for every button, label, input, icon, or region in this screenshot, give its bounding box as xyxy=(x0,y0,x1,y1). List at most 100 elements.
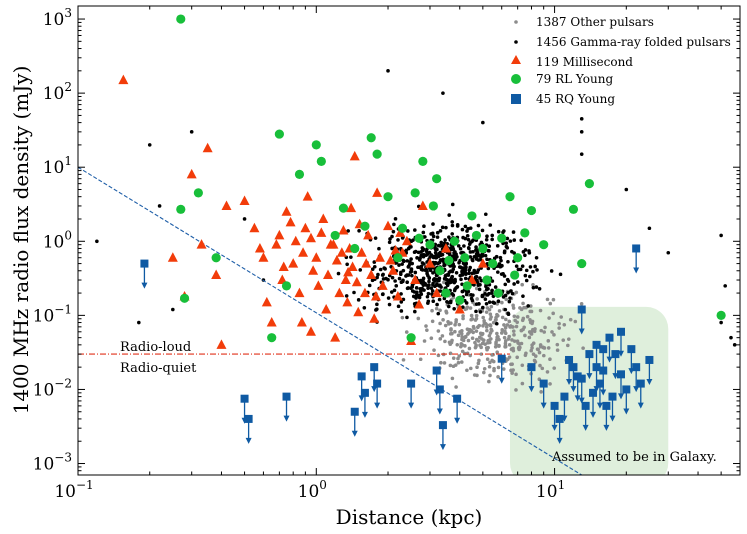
millisecond-pulsar-point xyxy=(290,235,301,246)
rq-young-pulsar-point xyxy=(497,354,506,384)
gamma-ray-pulsar-point xyxy=(524,278,529,283)
other-pulsar-point xyxy=(497,344,501,348)
other-pulsar-point xyxy=(400,315,405,320)
rq-young-pulsar-point xyxy=(407,379,416,409)
other-pulsar-point xyxy=(500,328,505,332)
gamma-ray-pulsar-point xyxy=(397,276,402,281)
gamma-ray-pulsar-point xyxy=(336,271,341,276)
gamma-ray-pulsar-point xyxy=(502,274,507,278)
other-pulsar-point xyxy=(474,313,479,318)
rl-young-pulsar-point xyxy=(449,236,460,246)
radio-quiet-label: Radio-quiet xyxy=(120,361,197,376)
other-pulsar-point xyxy=(468,353,472,358)
gamma-ray-pulsar-point xyxy=(506,259,510,264)
gamma-ray-pulsar-point xyxy=(409,257,413,261)
gamma-ray-pulsar-point xyxy=(624,187,629,192)
gamma-ray-pulsar-point xyxy=(506,290,510,295)
other-pulsar-point xyxy=(515,355,519,360)
other-pulsar-point xyxy=(552,333,556,337)
rq-young-marker xyxy=(632,244,641,253)
gamma-ray-pulsar-point xyxy=(486,266,491,271)
rq-young-pulsar-point xyxy=(595,379,604,409)
other-pulsar-point xyxy=(481,323,485,328)
gamma-ray-pulsar-point xyxy=(448,269,453,273)
legend-label-gamma: 1456 Gamma-ray folded pulsars xyxy=(536,35,731,49)
other-pulsar-point xyxy=(488,323,493,327)
gamma-ray-pulsar-point xyxy=(438,283,442,288)
millisecond-pulsar-point xyxy=(118,74,129,85)
gamma-ray-pulsar-point xyxy=(349,255,353,259)
radio-loud-label: Radio-loud xyxy=(120,340,191,355)
rq-young-pulsar-point xyxy=(360,388,369,418)
other-pulsar-point xyxy=(472,373,477,377)
gamma-ray-pulsar-point xyxy=(399,309,404,313)
millisecond-pulsar-point xyxy=(318,213,329,223)
upper-limit-arrowhead xyxy=(540,402,547,409)
upper-limit-arrowhead xyxy=(590,411,597,418)
gamma-ray-pulsar-point xyxy=(425,294,430,299)
gamma-ray-pulsar-point xyxy=(464,265,468,270)
rq-young-marker xyxy=(589,388,598,397)
other-pulsar-point xyxy=(523,353,528,358)
gamma-ray-pulsar-point xyxy=(447,213,452,217)
gamma-ray-pulsar-point xyxy=(666,250,671,255)
rq-young-marker xyxy=(602,401,611,410)
gamma-ray-pulsar-point xyxy=(410,289,415,293)
rq-young-pulsar-point xyxy=(555,414,564,444)
rq-young-marker xyxy=(577,374,586,383)
rq-young-marker xyxy=(627,345,636,354)
rl-young-pulsar-point xyxy=(397,223,408,233)
other-pulsar-point xyxy=(512,314,517,319)
other-pulsar-point xyxy=(489,315,493,319)
millisecond-pulsar-point xyxy=(258,252,269,262)
gamma-ray-pulsar-point xyxy=(436,311,441,316)
other-pulsar-point xyxy=(551,311,555,316)
other-pulsar-point xyxy=(529,332,534,336)
gamma-ray-pulsar-point xyxy=(719,320,723,325)
millisecond-pulsar-point xyxy=(216,339,227,349)
other-pulsar-point xyxy=(510,371,514,375)
other-pulsar-point xyxy=(460,349,465,354)
millisecond-pulsar-point xyxy=(340,274,351,285)
gamma-ray-pulsar-point xyxy=(476,223,481,228)
other-pulsar-point xyxy=(557,326,561,330)
upper-limit-arrowhead xyxy=(361,411,368,418)
millisecond-pulsar-point xyxy=(392,290,403,301)
gamma-ray-pulsar-point xyxy=(466,226,470,231)
upper-limit-arrowhead xyxy=(358,395,365,402)
gamma-ray-pulsar-point xyxy=(496,270,500,274)
rq-young-pulsar-point xyxy=(632,363,641,393)
gamma-ray-pulsar-point xyxy=(398,272,403,277)
other-pulsar-point xyxy=(501,367,506,371)
galaxy-region-label: Assumed to be in Galaxy. xyxy=(551,450,717,465)
rl-young-pulsar-point xyxy=(428,201,438,211)
gamma-ray-pulsar-point xyxy=(498,255,503,260)
other-pulsar-point xyxy=(503,345,507,349)
other-pulsar-point xyxy=(449,327,453,331)
gamma-ray-pulsar-point xyxy=(414,286,419,290)
gamma-ray-pulsar-point xyxy=(451,293,456,297)
gamma-ray-pulsar-point xyxy=(411,238,415,242)
gamma-ray-pulsar-point xyxy=(421,230,426,235)
other-pulsar-point xyxy=(500,300,504,305)
other-pulsar-point xyxy=(555,348,560,352)
gamma-ray-pulsar-point xyxy=(137,320,141,325)
rq-young-pulsar-point xyxy=(632,244,641,274)
other-pulsar-point xyxy=(470,317,475,321)
gamma-ray-pulsar-point xyxy=(458,246,463,251)
other-pulsar-point xyxy=(476,361,481,366)
millisecond-pulsar-point xyxy=(285,216,296,227)
upper-limit-arrowhead xyxy=(606,356,613,363)
gamma-ray-pulsar-point xyxy=(455,224,460,228)
gamma-ray-pulsar-point xyxy=(396,238,400,242)
rq-young-marker xyxy=(350,407,359,416)
upper-limit-arrowhead xyxy=(551,424,558,431)
upper-limit-arrowhead xyxy=(596,402,603,409)
gamma-ray-pulsar-point xyxy=(400,262,404,266)
rq-young-pulsar-point xyxy=(282,392,291,422)
rl-young-pulsar-point xyxy=(425,240,435,250)
gamma-ray-pulsar-point xyxy=(503,307,508,312)
other-pulsar-point xyxy=(425,328,429,332)
other-pulsar-point xyxy=(527,335,532,340)
